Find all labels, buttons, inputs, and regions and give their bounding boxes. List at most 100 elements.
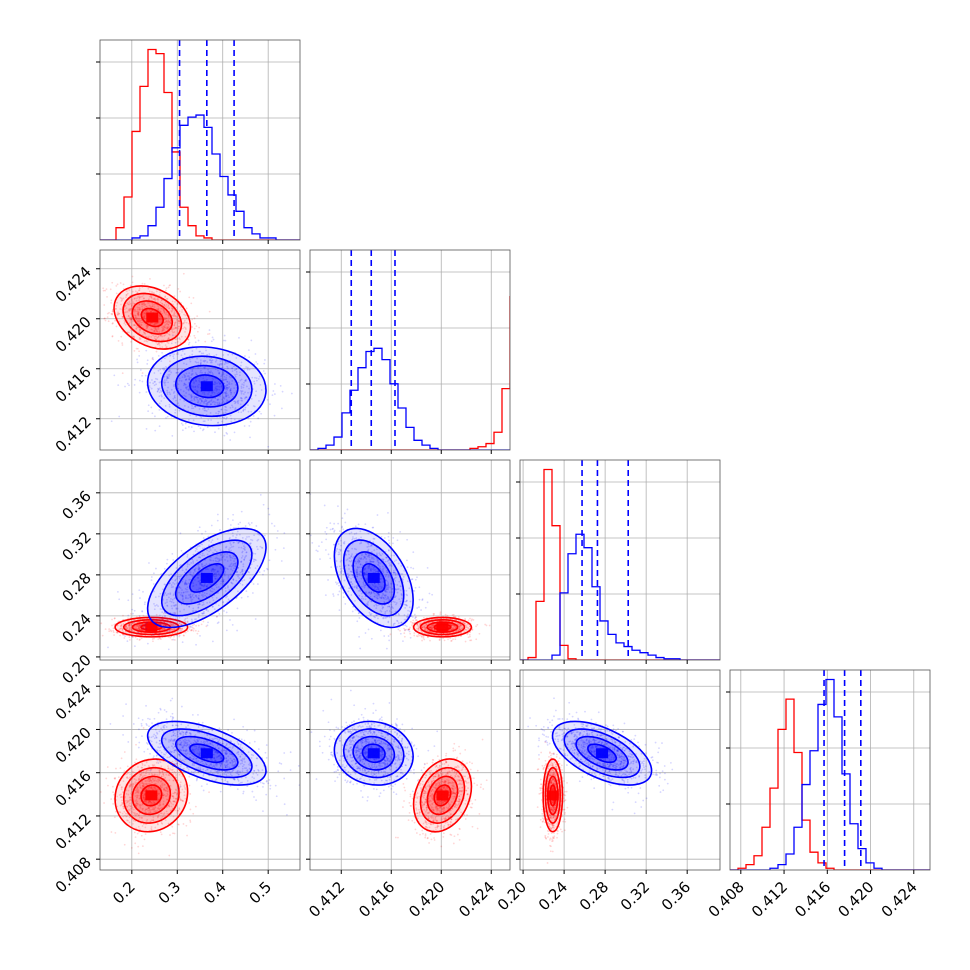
scatter-point bbox=[126, 627, 129, 629]
scatter-point bbox=[215, 586, 218, 589]
scatter-point bbox=[172, 559, 175, 561]
scatter-point bbox=[175, 326, 177, 329]
y-tick-label: 0.20 bbox=[58, 651, 94, 687]
scatter-point bbox=[226, 433, 229, 435]
scatter-point bbox=[150, 406, 153, 409]
scatter-point bbox=[225, 400, 228, 403]
scatter-point bbox=[226, 388, 228, 391]
scatter-point bbox=[247, 404, 249, 407]
scatter-point bbox=[205, 410, 208, 412]
scatter-point bbox=[283, 532, 286, 535]
scatter-point bbox=[163, 310, 166, 313]
scatter-point bbox=[128, 331, 130, 334]
scatter-point bbox=[249, 577, 252, 580]
scatter-point bbox=[223, 334, 226, 337]
scatter-point bbox=[165, 346, 168, 349]
scatter-point bbox=[236, 571, 239, 573]
scatter-point bbox=[159, 638, 162, 640]
scatter-point bbox=[131, 608, 134, 611]
scatter-point bbox=[191, 595, 194, 597]
scatter-point bbox=[164, 624, 167, 627]
scatter-point bbox=[233, 369, 236, 371]
scatter-point bbox=[196, 391, 199, 394]
scatter-point bbox=[199, 583, 202, 586]
panel-content bbox=[100, 494, 286, 660]
scatter-point bbox=[248, 535, 250, 538]
scatter-point bbox=[176, 302, 179, 305]
scatter-point bbox=[140, 303, 143, 306]
scatter-point bbox=[197, 383, 200, 386]
scatter-point bbox=[187, 389, 190, 391]
scatter-point bbox=[158, 294, 161, 296]
scatter-point bbox=[120, 297, 123, 300]
scatter-point bbox=[237, 402, 239, 405]
scatter-point bbox=[195, 415, 198, 418]
scatter-point bbox=[222, 354, 225, 356]
scatter-point bbox=[338, 530, 341, 533]
scatter-point bbox=[194, 579, 196, 581]
scatter-point bbox=[138, 624, 141, 627]
scatter-point bbox=[219, 566, 222, 569]
scatter-point bbox=[138, 287, 141, 290]
scatter-point bbox=[206, 401, 209, 404]
scatter-point bbox=[174, 341, 177, 344]
scatter-point bbox=[203, 592, 206, 594]
scatter-point bbox=[272, 390, 275, 392]
scatter-point bbox=[405, 625, 408, 628]
scatter-point bbox=[178, 575, 181, 578]
scatter-point bbox=[173, 331, 176, 333]
scatter-point bbox=[197, 597, 200, 599]
scatter-point bbox=[187, 343, 190, 346]
scatter-point bbox=[209, 593, 211, 596]
scatter-point bbox=[148, 295, 151, 298]
scatter-point bbox=[233, 541, 235, 544]
scatter-point bbox=[255, 390, 258, 393]
scatter-point bbox=[215, 389, 218, 392]
scatter-point bbox=[201, 400, 203, 403]
scatter-point bbox=[131, 301, 134, 303]
scatter-point bbox=[142, 302, 145, 305]
scatter-point bbox=[224, 409, 227, 411]
scatter-point bbox=[274, 548, 277, 551]
scatter-point bbox=[157, 307, 160, 310]
scatter-point bbox=[137, 313, 140, 315]
scatter-point bbox=[161, 588, 164, 591]
scatter-point bbox=[200, 623, 203, 626]
scatter-point bbox=[127, 617, 129, 620]
scatter-point bbox=[156, 330, 158, 333]
scatter-point bbox=[196, 385, 199, 388]
scatter-point bbox=[245, 396, 248, 399]
scatter-point bbox=[190, 396, 193, 398]
scatter-point bbox=[429, 639, 431, 642]
scatter-point bbox=[419, 634, 421, 637]
scatter-point bbox=[210, 541, 213, 544]
scatter-point bbox=[120, 303, 122, 306]
scatter-point bbox=[218, 401, 221, 404]
scatter-point bbox=[169, 636, 172, 639]
scatter-point bbox=[177, 371, 180, 374]
scatter-point bbox=[145, 305, 148, 308]
scatter-point bbox=[153, 324, 156, 327]
scatter-point bbox=[241, 568, 244, 571]
scatter-point bbox=[145, 427, 148, 430]
scatter-point bbox=[195, 347, 198, 350]
scatter-point bbox=[159, 592, 162, 595]
scatter-point bbox=[409, 636, 412, 639]
scatter-point bbox=[189, 626, 191, 629]
scatter-point bbox=[130, 626, 132, 629]
scatter-point bbox=[356, 620, 359, 623]
scatter-point bbox=[282, 547, 285, 550]
scatter-point bbox=[117, 339, 120, 342]
scatter-point bbox=[131, 318, 133, 321]
scatter-point bbox=[134, 290, 137, 293]
scatter-point bbox=[203, 402, 205, 405]
scatter-point bbox=[263, 534, 266, 537]
scatter-point bbox=[166, 604, 169, 607]
scatter-point bbox=[446, 614, 449, 617]
scatter-point bbox=[234, 374, 237, 376]
scatter-point bbox=[152, 572, 155, 575]
scatter-point bbox=[159, 318, 162, 321]
scatter-point bbox=[208, 332, 211, 335]
scatter-point bbox=[100, 622, 103, 625]
scatter-point bbox=[187, 389, 190, 392]
